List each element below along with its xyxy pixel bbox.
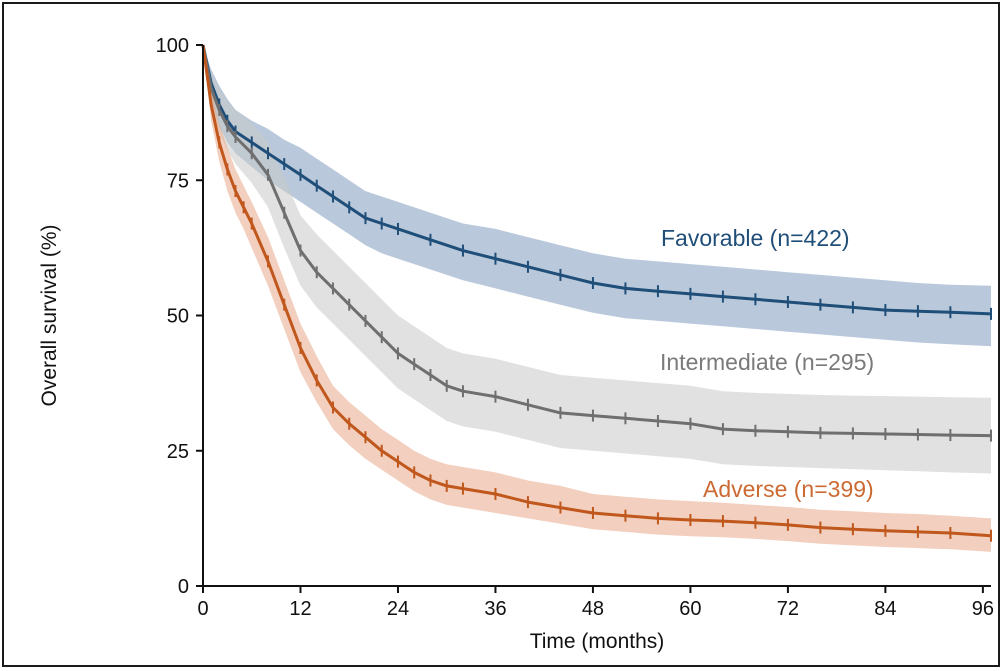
x-tick-label: 60 [679, 598, 701, 620]
x-tick-label: 48 [582, 598, 604, 620]
confidence-band-favorable [203, 45, 991, 347]
series-label-favorable: Favorable (n=422) [661, 225, 850, 251]
censor-marks [218, 98, 992, 542]
x-axis-title: Time (months) [530, 630, 665, 653]
y-tick-label: 25 [167, 441, 189, 463]
series-label-adverse: Adverse (n=399) [703, 476, 874, 502]
x-tick-label: 24 [387, 598, 409, 620]
x-tick-label: 36 [484, 598, 506, 620]
y-axis-title: Overall survival (%) [38, 224, 61, 406]
confidence-band-intermediate [203, 45, 991, 474]
tick-labels: 0 12 24 36 48 60 72 84 96 0 25 50 75 100 [156, 35, 994, 620]
x-tick-label: 0 [197, 598, 208, 620]
survival-curve-adverse [201, 44, 992, 538]
axes [196, 44, 991, 593]
series-label-intermediate: Intermediate (n=295) [660, 349, 874, 375]
y-tick-label: 100 [156, 35, 189, 57]
x-tick-label: 84 [874, 598, 896, 620]
x-tick-label: 72 [777, 598, 799, 620]
confidence-bands [203, 45, 991, 552]
x-tick-label: 96 [972, 598, 994, 620]
x-tick-label: 12 [289, 598, 311, 620]
y-tick-label: 75 [167, 170, 189, 192]
y-tick-label: 0 [178, 576, 189, 598]
y-tick-label: 50 [167, 306, 189, 328]
